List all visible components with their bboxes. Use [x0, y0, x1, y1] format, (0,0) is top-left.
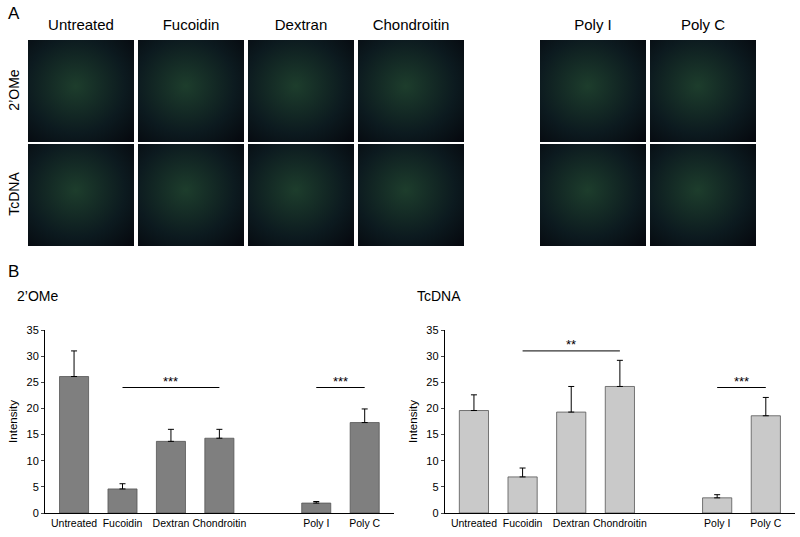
- svg-text:TcDNA: TcDNA: [417, 288, 461, 304]
- svg-text:20: 20: [426, 402, 438, 414]
- svg-text:Untreated: Untreated: [451, 517, 497, 529]
- svg-text:5: 5: [432, 481, 438, 493]
- html-text:Dextran: Dextran: [274, 16, 328, 33]
- html-text:Chondroitin: Chondroitin: [372, 16, 450, 33]
- svg-text:***: ***: [333, 374, 348, 389]
- html-text:B: B: [8, 262, 20, 281]
- svg-text:15: 15: [426, 428, 438, 440]
- html-text:Untreated: Untreated: [48, 16, 114, 33]
- html-text:A: A: [8, 4, 20, 23]
- svg-text:Poly I: Poly I: [303, 517, 329, 529]
- svg-text:0: 0: [33, 507, 39, 519]
- svg-text:Intensity: Intensity: [7, 400, 19, 443]
- svg-text:Chondroitin: Chondroitin: [593, 517, 647, 529]
- html-text:Poly C: Poly C: [680, 16, 726, 33]
- svg-text:5: 5: [33, 481, 39, 493]
- html-text:Poly I: Poly I: [574, 16, 612, 33]
- svg-text:30: 30: [426, 350, 438, 362]
- html-text:Fucoidin: Fucoidin: [162, 16, 220, 33]
- svg-text:Dextran: Dextran: [153, 517, 190, 529]
- svg-text:Dextran: Dextran: [553, 517, 590, 529]
- svg-text:2’OMe: 2’OMe: [17, 288, 58, 304]
- svg-text:Intensity: Intensity: [407, 400, 419, 443]
- svg-text:Poly C: Poly C: [750, 517, 781, 529]
- svg-text:25: 25: [27, 376, 39, 388]
- html-text:TcDNA: TcDNA: [6, 172, 22, 216]
- svg-text:35: 35: [27, 324, 39, 336]
- svg-text:10: 10: [27, 455, 39, 467]
- svg-text:35: 35: [426, 324, 438, 336]
- svg-text:Fucoidin: Fucoidin: [103, 517, 143, 529]
- svg-text:25: 25: [426, 376, 438, 388]
- svg-text:Poly I: Poly I: [704, 517, 730, 529]
- svg-text:30: 30: [27, 350, 39, 362]
- svg-text:Chondroitin: Chondroitin: [193, 517, 247, 529]
- svg-text:20: 20: [27, 402, 39, 414]
- svg-text:***: ***: [163, 374, 178, 389]
- svg-text:**: **: [566, 337, 576, 352]
- html-text:2’OMe: 2’OMe: [6, 69, 22, 111]
- svg-text:Fucoidin: Fucoidin: [503, 517, 543, 529]
- svg-text:***: ***: [734, 374, 749, 389]
- svg-text:0: 0: [432, 507, 438, 519]
- svg-text:Untreated: Untreated: [51, 517, 97, 529]
- svg-text:10: 10: [426, 455, 438, 467]
- svg-text:Poly C: Poly C: [349, 517, 380, 529]
- svg-text:15: 15: [27, 428, 39, 440]
